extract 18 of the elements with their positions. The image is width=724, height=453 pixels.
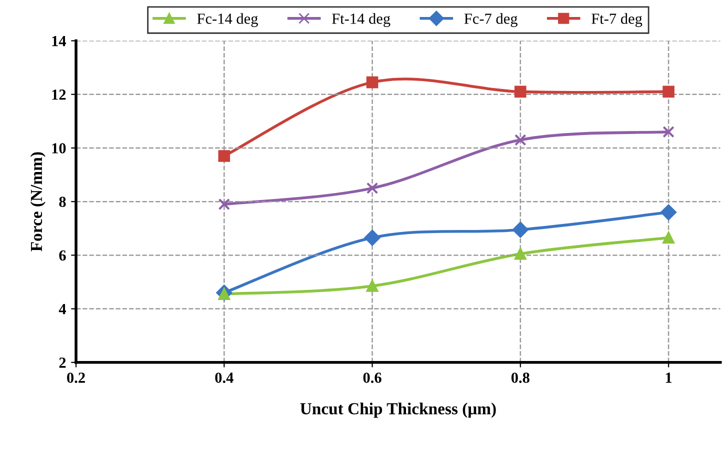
legend-label: Fc-14 deg (197, 13, 258, 28)
x-tick-label: 1 (666, 372, 672, 383)
y-tick-label: 4 (58, 304, 66, 314)
x-tick-label: 0.6 (363, 372, 382, 383)
legend-label: Ft-7 deg (592, 13, 642, 28)
x-tick-label: 0.4 (215, 372, 234, 383)
x-axis-title: Uncut Chip Thickness (μm) (300, 402, 496, 418)
y-tick-label: 2 (59, 358, 66, 368)
legend-label: Ft-14 deg (332, 13, 390, 28)
y-tick-label: 8 (59, 196, 66, 208)
legend-label: Fc-7 deg (464, 13, 518, 28)
x-tick-label: 0.8 (511, 372, 530, 383)
y-axis-title: Force (N/mm) (30, 152, 46, 252)
y-tick-label: 14 (52, 36, 66, 46)
y-tick-label: 10 (52, 143, 66, 154)
x-tick-label: 0.2 (67, 372, 85, 383)
y-tick-label: 6 (59, 250, 66, 261)
y-tick-label: 12 (52, 90, 66, 100)
